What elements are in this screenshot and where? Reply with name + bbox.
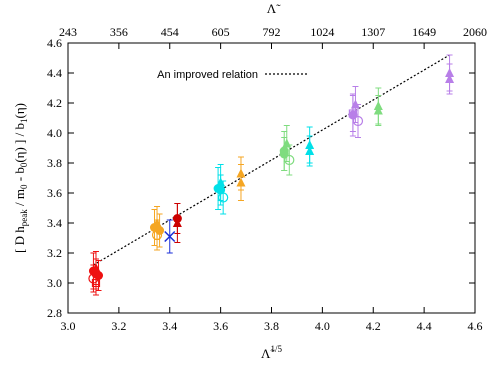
y-axis-title: [ D hpeak / m0 - b0(η) ] / b1(η) (12, 103, 29, 253)
y-tick-label: 4.2 (47, 96, 62, 110)
data-point (164, 230, 176, 243)
x-tick-label: 3.8 (264, 319, 279, 333)
y-tick-label: 4.0 (47, 126, 62, 140)
top-tick-label: 605 (212, 25, 230, 39)
data-point (445, 74, 455, 83)
top-tick-label: 792 (263, 25, 281, 39)
x-tick-label: 3.0 (61, 319, 76, 333)
y-tick-label: 3.0 (47, 276, 62, 290)
y-tick-label: 4.6 (47, 36, 62, 50)
data-point (348, 109, 357, 118)
data-layer (88, 54, 455, 296)
x-tick-label: 3.6 (213, 319, 228, 333)
data-point (305, 146, 315, 155)
x-tick-label: 3.2 (111, 319, 126, 333)
x-tick-label: 4.4 (417, 319, 432, 333)
data-point (284, 154, 295, 166)
data-point (94, 271, 104, 280)
legend-label: An improved relation (157, 69, 258, 81)
top-tick-label: 2060 (463, 25, 487, 39)
data-point (172, 214, 182, 223)
data-point (373, 105, 383, 115)
data-point (216, 185, 226, 195)
legend: An improved relation (157, 69, 307, 81)
top-tick-label: 454 (161, 25, 179, 39)
y-tick-label: 2.8 (47, 306, 62, 320)
top-tick-label: 1307 (361, 25, 385, 39)
x-tick-label: 3.4 (162, 319, 177, 333)
x-tick-label: 4.2 (366, 319, 381, 333)
x-axis-title-sup: 1/5 (270, 344, 282, 354)
data-point (352, 115, 364, 127)
data-point (282, 138, 292, 148)
data-point (236, 177, 246, 187)
data-point (91, 278, 101, 288)
y-tick-label: 3.8 (47, 156, 62, 170)
top-tick-label: 356 (110, 25, 128, 39)
top-tick-label: 243 (59, 25, 77, 39)
y-tick-label: 3.6 (47, 186, 62, 200)
plot-frame (67, 42, 476, 314)
x-tick-label: 4.0 (315, 319, 330, 333)
y-tick-label: 3.4 (47, 216, 62, 230)
top-tick-label: 1649 (412, 25, 436, 39)
y-tick-label: 4.4 (47, 66, 62, 80)
y-tick-label: 3.2 (47, 246, 62, 260)
fit-layer (93, 54, 450, 266)
fit-line (93, 54, 450, 266)
x-tick-label: 4.6 (468, 319, 483, 333)
data-point (279, 149, 289, 159)
top-tick-label: 1024 (310, 25, 334, 39)
data-point (155, 226, 165, 235)
x-axis-title: Λ̃1/5 (261, 344, 282, 361)
top-axis-title: Λ̃ (267, 1, 281, 16)
